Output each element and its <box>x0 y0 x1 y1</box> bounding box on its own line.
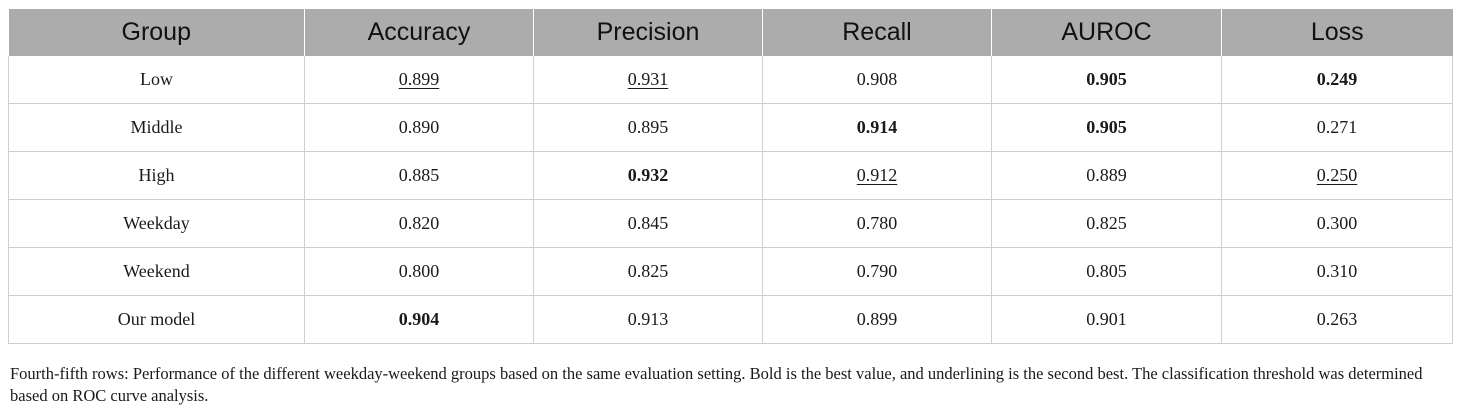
table-cell: 0.905 <box>991 56 1222 104</box>
table-cell: 0.310 <box>1221 247 1453 296</box>
table-cell: 0.271 <box>1221 103 1453 152</box>
table-cell: 0.263 <box>1221 295 1453 344</box>
table-row: Our model 0.904 0.913 0.899 0.901 0.263 <box>8 295 1453 344</box>
table-cell: 0.250 <box>1221 151 1453 200</box>
table-cell: 0.845 <box>533 199 763 248</box>
table-caption: Fourth-fifth rows: Performance of the di… <box>10 363 1423 405</box>
table-cell: 0.931 <box>533 56 763 104</box>
table-row: High 0.885 0.932 0.912 0.889 0.250 <box>8 151 1453 200</box>
table-cell: 0.820 <box>304 199 534 248</box>
table-cell: 0.805 <box>991 247 1222 296</box>
table-cell: 0.889 <box>991 151 1222 200</box>
table-cell: 0.932 <box>533 151 763 200</box>
table-cell: 0.800 <box>304 247 534 296</box>
table-cell: 0.300 <box>1221 199 1453 248</box>
row-group-label: Weekday <box>8 199 305 248</box>
table-cell: 0.899 <box>762 295 992 344</box>
table-cell: 0.905 <box>991 103 1222 152</box>
table-cell: 0.904 <box>304 295 534 344</box>
table-cell: 0.885 <box>304 151 534 200</box>
header-loss: Loss <box>1221 9 1453 56</box>
header-auroc: AUROC <box>991 9 1222 56</box>
row-group-label: High <box>8 151 305 200</box>
table-cell: 0.914 <box>762 103 992 152</box>
row-group-label: Weekend <box>8 247 305 296</box>
header-row: Group Accuracy Precision Recall AUROC Lo… <box>8 9 1453 56</box>
table-cell: 0.825 <box>991 199 1222 248</box>
table-cell: 0.895 <box>533 103 763 152</box>
header-accuracy: Accuracy <box>304 9 534 56</box>
header-precision: Precision <box>533 9 763 56</box>
row-group-label: Middle <box>8 103 305 152</box>
table-cell: 0.912 <box>762 151 992 200</box>
table-cell: 0.899 <box>304 56 534 104</box>
table-cell: 0.901 <box>991 295 1222 344</box>
table-cell: 0.890 <box>304 103 534 152</box>
table-row: Middle 0.890 0.895 0.914 0.905 0.271 <box>8 103 1453 152</box>
results-table: Group Accuracy Precision Recall AUROC Lo… <box>8 9 1453 344</box>
table-row: Weekday 0.820 0.845 0.780 0.825 0.300 <box>8 199 1453 248</box>
table-row: Low 0.899 0.931 0.908 0.905 0.249 <box>8 56 1453 104</box>
table-cell: 0.249 <box>1221 56 1453 104</box>
table-cell: 0.790 <box>762 247 992 296</box>
table-cell: 0.825 <box>533 247 763 296</box>
row-group-label: Our model <box>8 295 305 344</box>
table-cell: 0.780 <box>762 199 992 248</box>
table-row: Weekend 0.800 0.825 0.790 0.805 0.310 <box>8 247 1453 296</box>
results-table-container: Group Accuracy Precision Recall AUROC Lo… <box>8 9 1453 344</box>
header-recall: Recall <box>762 9 992 56</box>
table-cell: 0.908 <box>762 56 992 104</box>
row-group-label: Low <box>8 56 305 104</box>
header-group: Group <box>8 9 305 56</box>
table-cell: 0.913 <box>533 295 763 344</box>
